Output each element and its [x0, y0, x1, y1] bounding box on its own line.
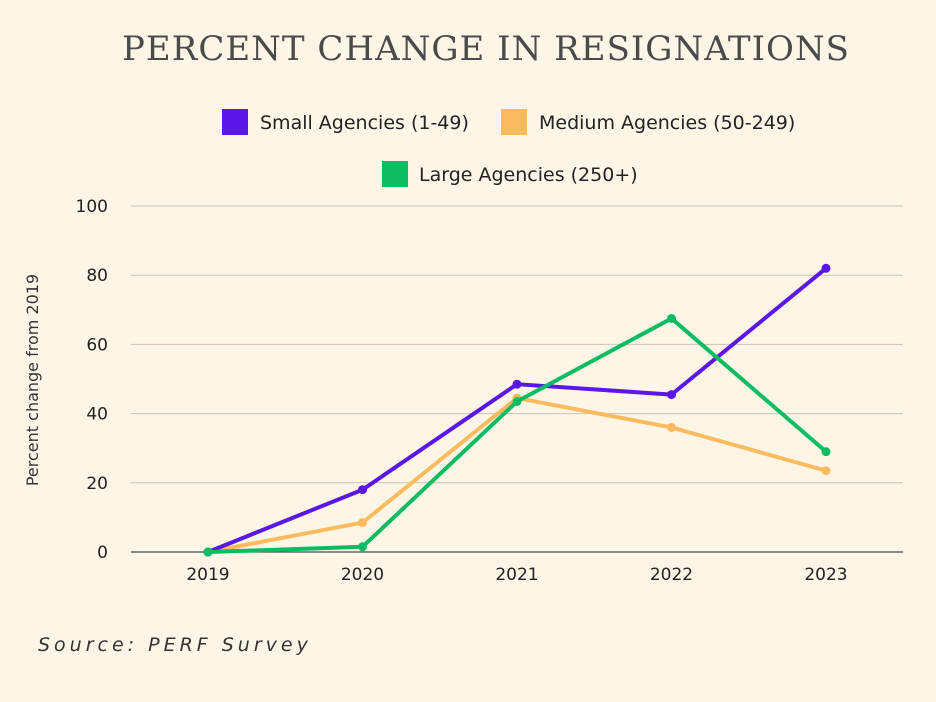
series-line-small-agencies-1-49 — [206, 266, 828, 554]
data-point-medium-agencies-50-249-2022 — [667, 422, 676, 432]
x-tick-label-2023: 2023 — [804, 565, 847, 585]
data-point-small-agencies-1-49-2021 — [512, 379, 522, 389]
data-point-medium-agencies-50-249-2023 — [821, 466, 831, 476]
series-line-medium-agencies-50-249 — [206, 396, 828, 554]
legend-swatch-large-agencies — [382, 161, 408, 187]
y-tick-label-20: 20 — [86, 474, 108, 494]
legend-label-medium-agencies: Medium Agencies (50-249) — [539, 112, 795, 134]
y-tick-label-0: 0 — [97, 543, 108, 563]
data-point-large-agencies-250-2021 — [512, 396, 522, 406]
data-point-large-agencies-250-2019 — [203, 547, 213, 557]
series-lines — [203, 263, 831, 557]
legend-swatch-small-agencies — [222, 109, 248, 135]
data-point-medium-agencies-50-249-2020 — [358, 518, 367, 528]
x-tick-label-2021: 2021 — [495, 565, 538, 585]
data-point-small-agencies-1-49-2020 — [358, 485, 367, 495]
series-line-large-agencies-250 — [206, 316, 828, 554]
x-tick-label-2020: 2020 — [341, 565, 384, 585]
data-point-large-agencies-250-2023 — [821, 447, 831, 457]
legend-swatch-medium-agencies — [501, 109, 527, 135]
gridlines — [131, 205, 903, 553]
legend-label-small-agencies: Small Agencies (1-49) — [260, 112, 469, 134]
data-point-large-agencies-250-2022 — [667, 313, 676, 323]
x-tick-labels: 2019 2020 2021 2022 2023 — [186, 565, 847, 585]
x-tick-label-2022: 2022 — [650, 565, 693, 585]
y-tick-label-60: 60 — [86, 335, 108, 355]
legend-label-large-agencies: Large Agencies (250+) — [419, 164, 638, 186]
y-tick-labels: 0 20 40 60 80 100 — [76, 197, 108, 563]
data-point-small-agencies-1-49-2022 — [667, 390, 676, 400]
legend: Small Agencies (1-49) Medium Agencies (5… — [222, 109, 795, 187]
y-tick-label-100: 100 — [76, 197, 108, 217]
source-note: Source: PERF Survey — [38, 634, 312, 656]
y-tick-label-80: 80 — [86, 266, 108, 286]
x-tick-label-2019: 2019 — [186, 565, 229, 585]
y-axis-label: Percent change from 2019 — [23, 274, 42, 486]
y-tick-label-40: 40 — [86, 405, 108, 425]
chart-title: PERCENT CHANGE IN RESIGNATIONS — [122, 29, 850, 69]
data-point-large-agencies-250-2020 — [358, 542, 367, 552]
data-point-small-agencies-1-49-2023 — [821, 263, 831, 273]
